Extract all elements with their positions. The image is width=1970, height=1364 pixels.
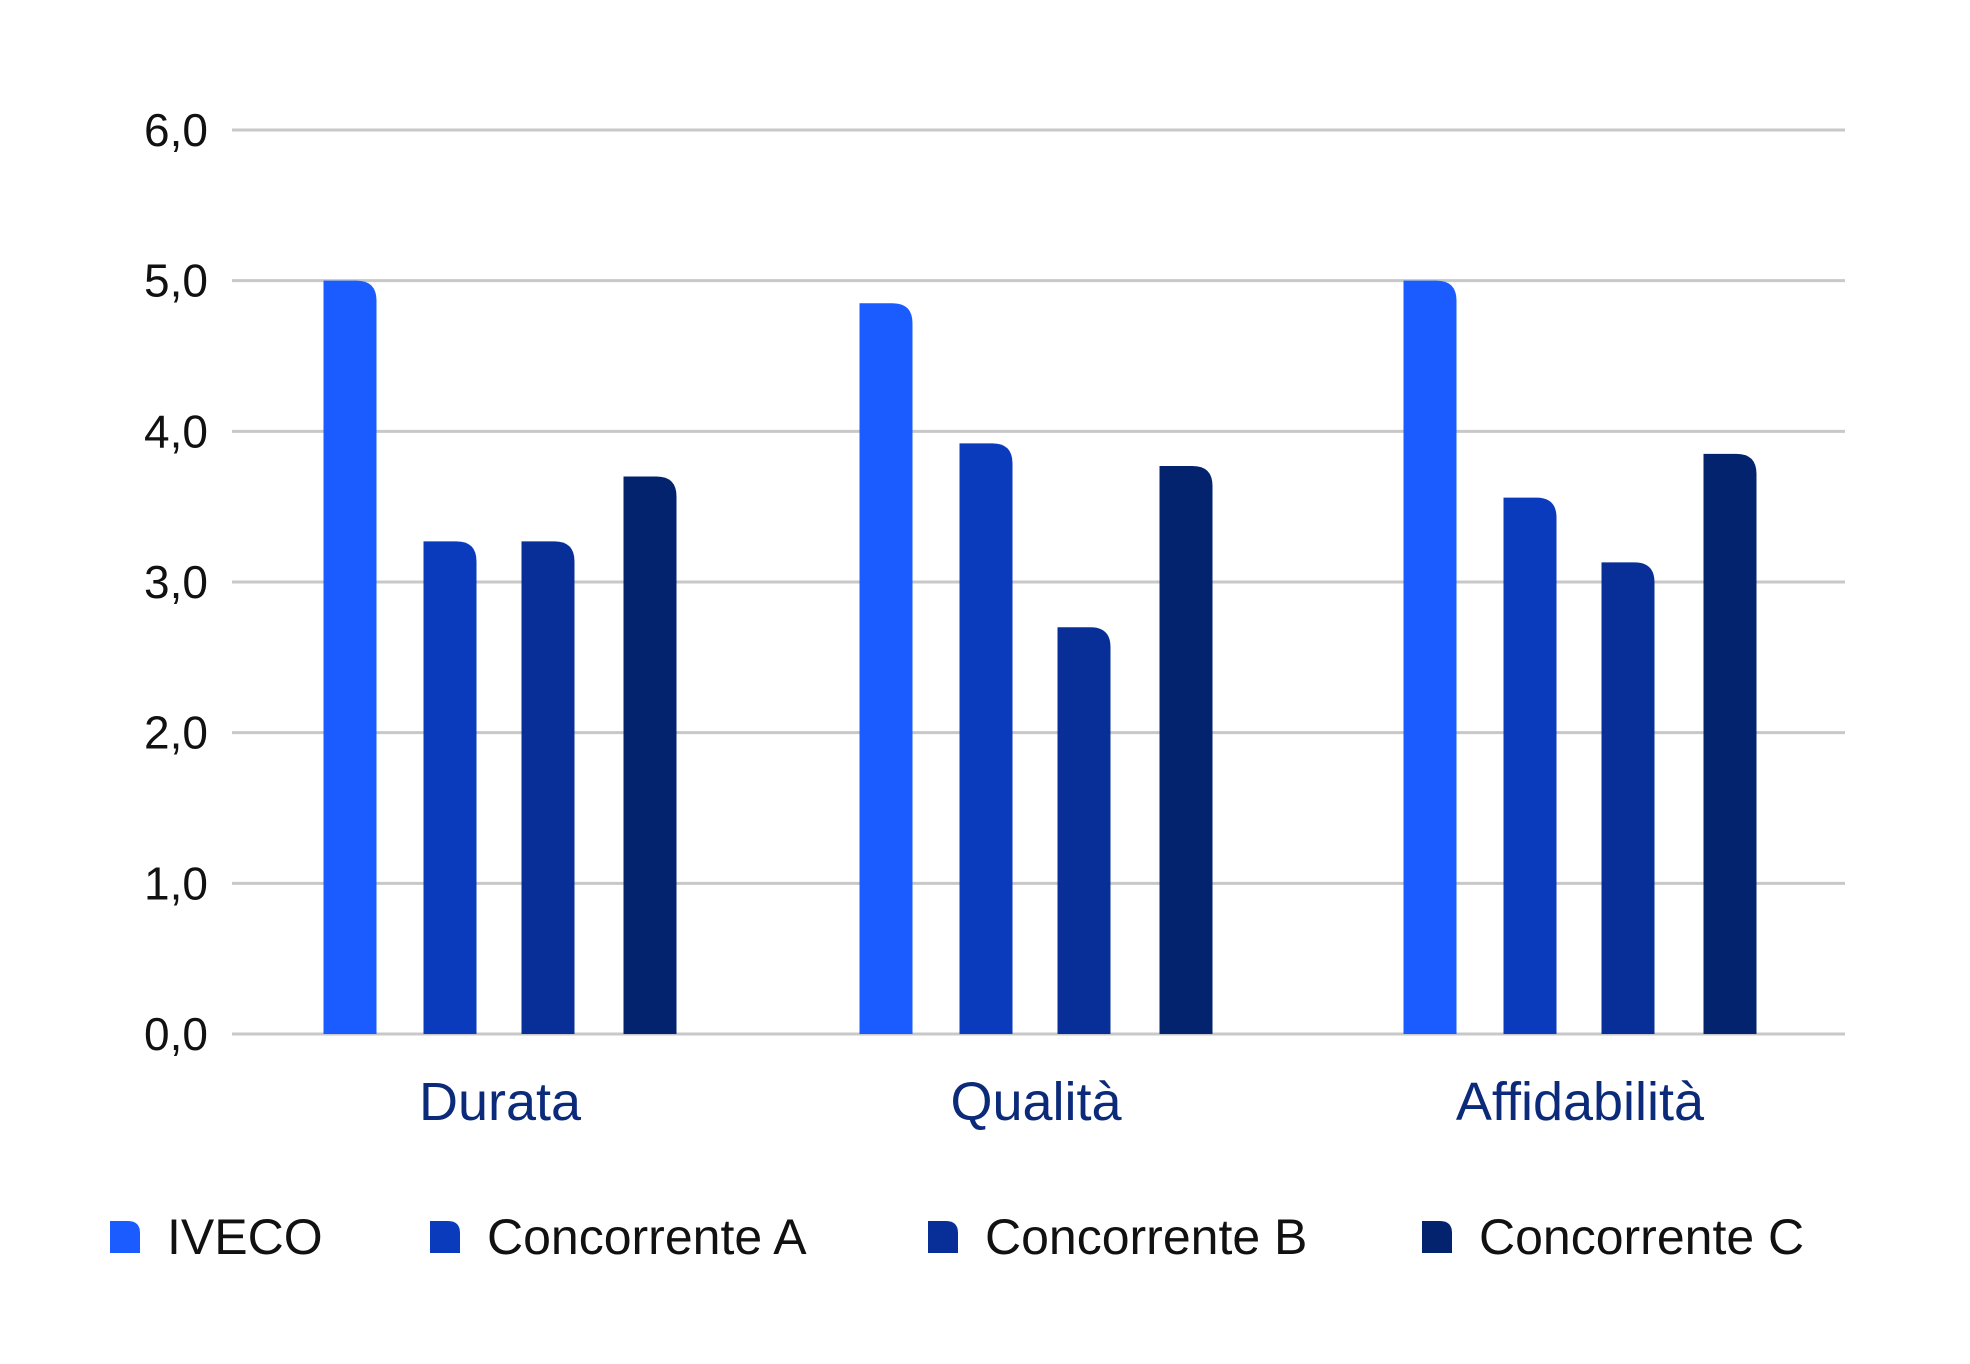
bar-iveco-1 (859, 303, 913, 1034)
y-tick-label: 6,0 (144, 104, 208, 156)
bar-concorrente-c-2 (1703, 453, 1757, 1034)
legend-label: Concorrente B (985, 1209, 1307, 1265)
y-tick-label: 0,0 (144, 1008, 208, 1060)
legend-swatch (1422, 1221, 1452, 1253)
legend: IVECO Concorrente A Concorrente B Concorren… (110, 1209, 1804, 1265)
legend-swatch (110, 1221, 140, 1253)
bar-concorrente-b-2 (1601, 562, 1655, 1034)
y-tick-label: 5,0 (144, 255, 208, 307)
x-category-label: Affidabilità (1456, 1072, 1705, 1132)
y-tick-label: 2,0 (144, 707, 208, 759)
x-category-label: Qualità (950, 1072, 1122, 1132)
legend-label: IVECO (167, 1209, 323, 1265)
gridlines (232, 128, 1845, 1036)
y-axis-ticks: 0,0 1,0 2,0 3,0 4,0 5,0 6,0 (144, 104, 208, 1060)
bar-concorrente-b-0 (521, 541, 575, 1034)
bar-iveco-2 (1403, 280, 1457, 1035)
y-tick-label: 1,0 (144, 857, 208, 909)
bar-concorrente-c-1 (1159, 465, 1213, 1034)
y-tick-label: 3,0 (144, 556, 208, 608)
bars (323, 280, 1757, 1035)
bar-concorrente-b-1 (1057, 627, 1111, 1034)
bar-concorrente-c-0 (623, 476, 677, 1034)
legend-label: Concorrente C (1479, 1209, 1804, 1265)
bar-concorrente-a-2 (1503, 497, 1557, 1034)
x-category-label: Durata (419, 1072, 582, 1132)
legend-label: Concorrente A (487, 1209, 807, 1265)
y-tick-label: 4,0 (144, 405, 208, 457)
legend-swatch (430, 1221, 460, 1253)
bar-concorrente-a-1 (959, 443, 1013, 1034)
bar-concorrente-a-0 (423, 541, 477, 1034)
x-axis-categories: Durata Qualità Affidabilità (419, 1072, 1705, 1132)
bar-iveco-0 (323, 280, 377, 1035)
legend-swatch (928, 1221, 958, 1253)
